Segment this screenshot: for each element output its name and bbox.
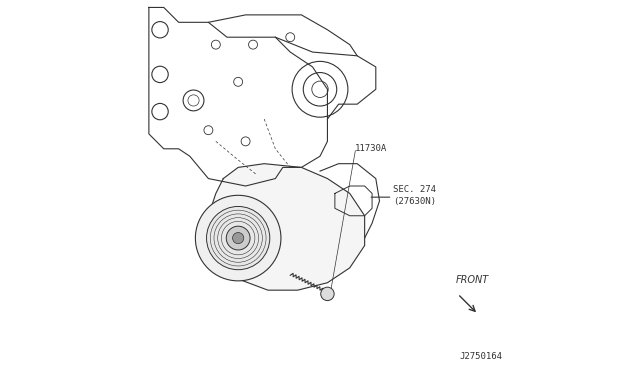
Text: FRONT: FRONT (456, 275, 489, 285)
Circle shape (207, 206, 270, 270)
Polygon shape (209, 164, 365, 290)
Text: 11730A: 11730A (355, 144, 387, 153)
Text: SEC. 274
(27630N): SEC. 274 (27630N) (394, 185, 436, 206)
Circle shape (195, 195, 281, 281)
Circle shape (227, 226, 250, 250)
Circle shape (232, 232, 244, 244)
Text: J2750164: J2750164 (460, 352, 502, 361)
Circle shape (321, 287, 334, 301)
